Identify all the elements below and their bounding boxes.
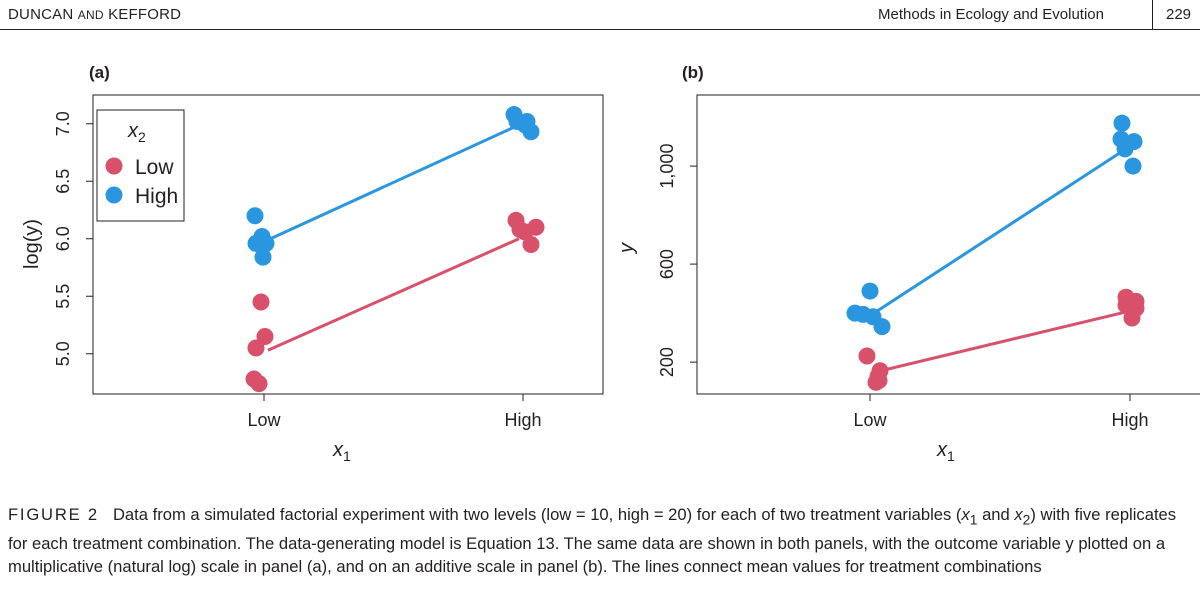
y-tick-label: 5.0	[53, 341, 73, 366]
data-point-low	[252, 293, 270, 311]
y-tick-label: 5.5	[53, 284, 73, 309]
data-point-high	[1124, 157, 1142, 175]
data-point-high	[254, 248, 272, 266]
mean-line-high	[873, 147, 1127, 315]
header-separator	[1152, 0, 1153, 29]
data-point-low	[516, 223, 534, 241]
data-point-low	[247, 339, 265, 357]
data-point-low	[250, 375, 268, 393]
running-header: DUNCAN AND KEFFORD Methods in Ecology an…	[0, 0, 1200, 31]
data-point-low	[256, 328, 274, 345]
panel-b-points	[846, 114, 1145, 391]
y-tick-label: 200	[657, 347, 677, 377]
caption-text-2: and	[977, 505, 1015, 524]
figure-caption: FIGURE 2 Data from a simulated factorial …	[8, 503, 1198, 579]
caption-var-x1: x	[961, 505, 970, 524]
caption-sub-2: 2	[1022, 511, 1031, 528]
y-tick-label: 6.0	[53, 226, 73, 251]
data-point-low	[522, 236, 540, 253]
x-tick-label: High	[1111, 410, 1148, 430]
data-point-high	[522, 123, 540, 141]
y-tick-label: 7.0	[53, 111, 73, 136]
header-journal: Methods in Ecology and Evolution	[878, 6, 1104, 23]
panel-b: (b) 200 600 1,000 Low High y x1	[616, 63, 1200, 464]
y-tick-label: 600	[657, 249, 677, 279]
y-tick-label: 1,000	[657, 144, 677, 189]
header-rule	[0, 29, 1200, 30]
panel-b-y-axis-title: y	[616, 242, 638, 255]
panel-b-x-axis-title: x1	[936, 439, 955, 464]
data-point-high	[861, 282, 879, 300]
x-tick-label: Low	[247, 410, 281, 430]
legend-title: x2	[127, 120, 146, 145]
header-page-number: 229	[1166, 6, 1192, 23]
panel-b-mean-lines	[873, 147, 1127, 374]
legend-low-label: Low	[135, 156, 174, 179]
data-point-high	[246, 207, 264, 225]
caption-text-1: Data from a simulated factorial experime…	[112, 505, 962, 524]
author-and: AND	[77, 8, 104, 22]
data-point-high	[257, 234, 275, 252]
author-first: DUNCAN	[8, 6, 74, 23]
panel-a-x-axis: Low High	[247, 394, 542, 430]
mean-line-high	[267, 123, 520, 242]
figure-2: (a) 5.0 5.5 6.0 6.5 7.0 Low High log(y) x1 x2…	[21, 63, 1200, 464]
panel-a-label: (a)	[89, 63, 110, 82]
panel-a: (a) 5.0 5.5 6.0 6.5 7.0 Low High log(y) x1 x2…	[21, 63, 604, 464]
legend-low-marker	[105, 157, 123, 175]
author-last: KEFFORD	[108, 6, 182, 23]
caption-var-x2: x	[1014, 505, 1023, 524]
mean-line-low	[873, 310, 1127, 374]
legend-high-label: High	[135, 185, 178, 208]
data-point-low	[867, 373, 885, 391]
data-point-low	[1123, 309, 1141, 327]
legend-high-marker	[105, 186, 123, 204]
mean-line-low	[267, 237, 520, 352]
panel-a-points	[245, 106, 545, 393]
data-point-high	[873, 318, 891, 336]
x-tick-label: Low	[853, 410, 887, 430]
caption-sub-1: 1	[969, 511, 978, 528]
caption-text-3: ) with five replicates for each treatmen…	[8, 505, 1177, 577]
caption-label: FIGURE 2	[8, 505, 99, 524]
header-authors: DUNCAN AND KEFFORD	[8, 6, 181, 23]
panel-b-label: (b)	[682, 63, 704, 82]
y-tick-label: 6.5	[53, 169, 73, 194]
panel-a-y-axis-title: log(y)	[21, 219, 43, 269]
panel-a-mean-lines	[267, 123, 520, 352]
panel-b-x-axis: Low High	[853, 394, 1149, 430]
data-point-high	[1113, 114, 1131, 132]
panel-a-plot-frame	[92, 94, 604, 395]
panel-a-x-axis-title: x1	[332, 439, 351, 464]
legend: x2 Low High	[96, 109, 185, 222]
data-point-high	[1116, 140, 1134, 158]
panel-b-plot-frame	[696, 94, 1200, 395]
data-point-low	[858, 347, 876, 365]
x-tick-label: High	[504, 410, 541, 430]
panel-a-y-axis: 5.0 5.5 6.0 6.5 7.0	[53, 111, 93, 366]
panel-b-y-axis: 200 600 1,000	[657, 144, 697, 377]
